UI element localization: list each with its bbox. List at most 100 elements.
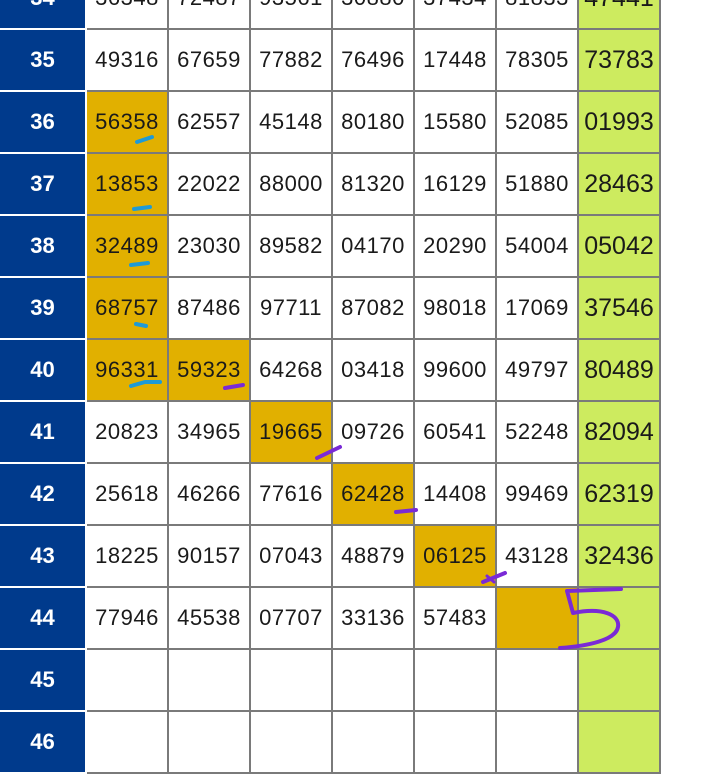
row-index-cell: 41 [0, 402, 85, 464]
number-cell: 81320 [333, 154, 415, 216]
number-cell [169, 650, 251, 712]
table-row: 35 49316 67659 77882 76496 17448 78305 73783 [0, 30, 661, 92]
result-cell: 73783 [579, 30, 661, 92]
table-row: 36 56358 62557 45148 80180 15580 52085 01993 [0, 92, 661, 154]
row-index-cell: 43 [0, 526, 85, 588]
number-cell: 09726 [333, 402, 415, 464]
number-cell: 13853 [87, 154, 169, 216]
number-cell [497, 650, 579, 712]
number-cell: 52085 [497, 92, 579, 154]
number-cell: 49797 [497, 340, 579, 402]
number-cell: 33136 [333, 588, 415, 650]
number-cell: 77882 [251, 30, 333, 92]
result-cell: 32436 [579, 526, 661, 588]
table-row: 39 68757 87486 97711 87082 98018 17069 37546 [0, 278, 661, 340]
row-index-cell: 38 [0, 216, 85, 278]
number-cell: 81833 [497, 0, 579, 30]
number-cell: 78305 [497, 30, 579, 92]
number-cell: 25618 [87, 464, 169, 526]
table-row: 3436348724879356130880374348183347441 [0, 0, 661, 30]
number-cell: 14408 [415, 464, 497, 526]
number-cell: 62428 [333, 464, 415, 526]
table-row: 38 32489 23030 89582 04170 20290 54004 05042 [0, 216, 661, 278]
number-cell: 60541 [415, 402, 497, 464]
number-cell [251, 650, 333, 712]
number-cell [333, 712, 415, 774]
row-index-cell: 35 [0, 30, 85, 92]
table-row: 40 96331 59323 64268 03418 99600 49797 80489 [0, 340, 661, 402]
number-cell [87, 650, 169, 712]
number-cell: 06125 [415, 526, 497, 588]
number-cell: 23030 [169, 216, 251, 278]
number-cell: 16129 [415, 154, 497, 216]
number-cell [497, 588, 579, 650]
table-row: 45 [0, 650, 661, 712]
number-cell: 22022 [169, 154, 251, 216]
number-cell: 59323 [169, 340, 251, 402]
row-index-cell: 46 [0, 712, 85, 774]
number-cell: 77616 [251, 464, 333, 526]
table-row: 41 20823 34965 19665 09726 60541 52248 82094 [0, 402, 661, 464]
number-cell: 37434 [415, 0, 497, 30]
number-cell: 99600 [415, 340, 497, 402]
row-index-cell: 36 [0, 92, 85, 154]
number-cell: 80180 [333, 92, 415, 154]
result-cell: 47441 [579, 0, 661, 30]
result-cell: 28463 [579, 154, 661, 216]
result-cell: 80489 [579, 340, 661, 402]
row-index-cell: 45 [0, 650, 85, 712]
row-index-cell: 39 [0, 278, 85, 340]
number-cell: 51880 [497, 154, 579, 216]
number-cell: 99469 [497, 464, 579, 526]
number-cell: 56358 [87, 92, 169, 154]
number-cell [251, 712, 333, 774]
number-cell: 15580 [415, 92, 497, 154]
row-index-cell: 42 [0, 464, 85, 526]
number-cell: 03418 [333, 340, 415, 402]
number-cell: 45148 [251, 92, 333, 154]
row-index-cell: 40 [0, 340, 85, 402]
result-cell [579, 588, 661, 650]
result-cell: 82094 [579, 402, 661, 464]
number-cell: 77946 [87, 588, 169, 650]
number-cell: 49316 [87, 30, 169, 92]
result-cell [579, 650, 661, 712]
number-cell: 36348 [87, 0, 169, 30]
number-cell [169, 712, 251, 774]
number-cell [333, 650, 415, 712]
number-cell: 04170 [333, 216, 415, 278]
row-index-cell: 44 [0, 588, 85, 650]
number-cell: 20290 [415, 216, 497, 278]
number-cell [415, 712, 497, 774]
table-row: 37 13853 22022 88000 81320 16129 51880 28463 [0, 154, 661, 216]
table-row: 46 [0, 712, 661, 774]
table-row: 43 18225 90157 07043 48879 06125 43128 32436 [0, 526, 661, 588]
number-cell: 07707 [251, 588, 333, 650]
number-cell: 57483 [415, 588, 497, 650]
number-cell: 48879 [333, 526, 415, 588]
number-cell: 88000 [251, 154, 333, 216]
number-cell: 96331 [87, 340, 169, 402]
number-cell: 93561 [251, 0, 333, 30]
number-cell: 07043 [251, 526, 333, 588]
number-cell: 98018 [415, 278, 497, 340]
number-cell: 90157 [169, 526, 251, 588]
number-cell: 87486 [169, 278, 251, 340]
result-cell: 62319 [579, 464, 661, 526]
number-cell: 34965 [169, 402, 251, 464]
number-cell: 67659 [169, 30, 251, 92]
number-cell: 64268 [251, 340, 333, 402]
number-cell: 20823 [87, 402, 169, 464]
number-cell: 76496 [333, 30, 415, 92]
number-cell: 87082 [333, 278, 415, 340]
number-cell: 46266 [169, 464, 251, 526]
number-cell: 43128 [497, 526, 579, 588]
number-cell: 72487 [169, 0, 251, 30]
number-cell: 54004 [497, 216, 579, 278]
number-cell: 17069 [497, 278, 579, 340]
number-cell: 18225 [87, 526, 169, 588]
number-cell [497, 712, 579, 774]
result-cell: 05042 [579, 216, 661, 278]
number-cell: 30880 [333, 0, 415, 30]
table-row: 44 77946 45538 07707 33136 57483 [0, 588, 661, 650]
